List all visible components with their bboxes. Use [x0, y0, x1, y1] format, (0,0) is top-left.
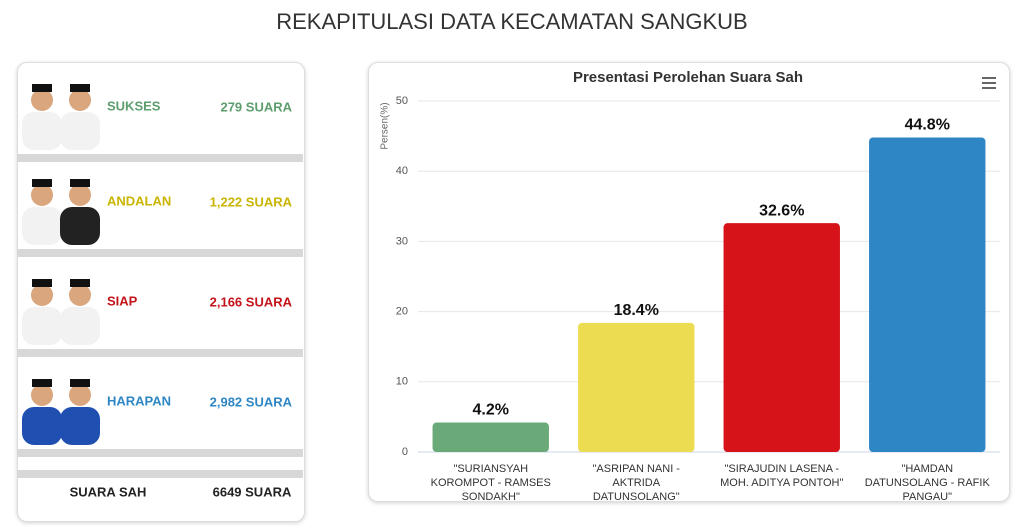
candidate-name: HARAPAN [107, 393, 171, 408]
shirt [22, 207, 62, 245]
candidate-votes: 1,222 SUARA [210, 194, 293, 209]
shirt [60, 407, 100, 445]
cap [70, 179, 90, 187]
candidate-photo [22, 84, 100, 150]
candidate-photo [22, 379, 100, 445]
y-tick-label: 40 [396, 165, 408, 177]
shirt [22, 112, 62, 150]
value-label: 4.2% [473, 402, 509, 419]
candidate-votes: 279 SUARA [220, 99, 292, 114]
separator [17, 449, 303, 457]
separator [17, 249, 303, 257]
x-tick-label: "HAMDAN DATUNSOLANG - RAFIK PANGAU" [864, 463, 990, 503]
value-label: 18.4% [614, 302, 659, 319]
candidate-name: SIAP [107, 293, 138, 308]
cap [32, 179, 52, 187]
candidate-name: SUKSES [107, 98, 161, 113]
candidate-photo [22, 279, 100, 345]
bar [432, 422, 549, 452]
candidate-photo [22, 179, 100, 245]
cap [70, 84, 90, 92]
cap [70, 379, 90, 387]
face [69, 184, 91, 206]
face [69, 284, 91, 306]
separator [17, 154, 303, 162]
candidate-votes: 2,982 SUARA [210, 394, 293, 409]
face [31, 89, 53, 111]
x-tick-label: "SIRAJUDIN LASENA - MOH. ADITYA PONTOH" [720, 463, 844, 489]
face [31, 284, 53, 306]
value-label: 44.8% [905, 117, 950, 134]
cap [70, 279, 90, 287]
y-tick-label: 10 [396, 376, 408, 388]
face [31, 184, 53, 206]
bar [869, 137, 986, 452]
menu-icon[interactable] [982, 77, 996, 89]
y-tick-label: 20 [396, 306, 408, 318]
bar [723, 223, 840, 452]
candidate-votes: 2,166 SUARA [210, 294, 293, 309]
cap [32, 279, 52, 287]
face [69, 384, 91, 406]
cap [32, 379, 52, 387]
total-label: SUARA SAH [70, 484, 147, 499]
separator [17, 470, 303, 478]
y-tick-label: 0 [402, 446, 408, 458]
x-tick-label: "SURIANSYAH KOROMPOT - RAMSES SONDAKH" [430, 463, 551, 503]
page-title: REKAPITULASI DATA KECAMATAN SANGKUB [276, 9, 747, 34]
face [69, 89, 91, 111]
y-tick-label: 30 [396, 235, 408, 247]
value-label: 32.6% [759, 202, 804, 219]
y-tick-label: 50 [396, 95, 408, 107]
separator [17, 349, 303, 357]
shirt [22, 407, 62, 445]
shirt [22, 307, 62, 345]
y-axis-title: Persen(%) [380, 102, 391, 149]
shirt [60, 307, 100, 345]
total-value: 6649 SUARA [213, 484, 292, 499]
bar [578, 322, 695, 452]
chart-title: Presentasi Perolehan Suara Sah [573, 69, 803, 86]
face [31, 384, 53, 406]
shirt [60, 207, 100, 245]
x-tick-label: "ASRIPAN NANI - AKTRIDA DATUNSOLANG" [592, 463, 680, 503]
cap [32, 84, 52, 92]
shirt [60, 112, 100, 150]
candidate-name: ANDALAN [107, 193, 171, 208]
